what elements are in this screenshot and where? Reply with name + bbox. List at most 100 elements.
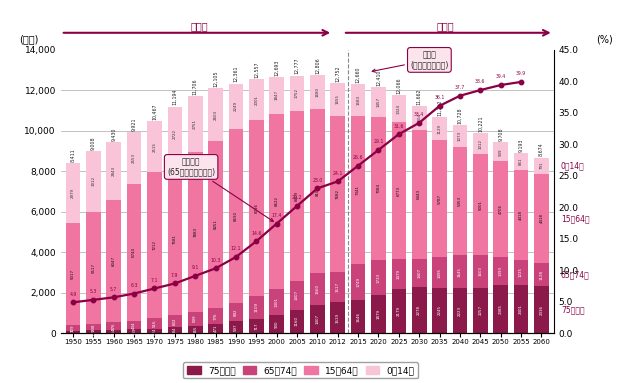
Text: 9,708: 9,708 <box>498 128 503 141</box>
Text: 224: 224 <box>152 327 156 335</box>
Text: 推計値: 推計値 <box>437 21 454 31</box>
Bar <box>452 125 467 147</box>
Bar <box>228 321 243 333</box>
Text: 7.9: 7.9 <box>171 273 179 278</box>
Text: 2257: 2257 <box>478 305 483 315</box>
Text: 8103: 8103 <box>316 186 319 196</box>
Bar <box>392 95 406 122</box>
Text: 6744: 6744 <box>132 247 136 257</box>
Bar <box>514 170 529 260</box>
Bar <box>66 223 81 325</box>
Text: 5.7: 5.7 <box>110 286 117 291</box>
Bar <box>269 114 284 289</box>
Text: 75歳以上: 75歳以上 <box>561 305 584 314</box>
Bar <box>147 318 162 329</box>
Bar <box>330 83 345 116</box>
Bar <box>534 158 548 173</box>
Text: 12,410: 12,410 <box>376 69 381 86</box>
Text: 2249: 2249 <box>234 101 238 111</box>
Bar <box>208 308 223 324</box>
Text: (万人): (万人) <box>19 34 38 44</box>
Text: 1225: 1225 <box>519 267 523 277</box>
Text: 9,193: 9,193 <box>518 138 524 152</box>
Text: 2515: 2515 <box>152 142 156 152</box>
Text: 12,066: 12,066 <box>396 77 401 94</box>
Bar <box>269 77 284 114</box>
Bar <box>412 106 426 130</box>
Bar <box>208 88 223 141</box>
Text: 5.3: 5.3 <box>90 289 97 294</box>
Text: 1519: 1519 <box>336 313 340 323</box>
Bar <box>249 120 264 296</box>
Bar <box>290 310 305 333</box>
Bar <box>127 321 141 329</box>
Text: 4706: 4706 <box>499 204 502 214</box>
Text: 4418: 4418 <box>519 210 523 220</box>
Bar <box>412 259 426 287</box>
Text: 1128: 1128 <box>540 270 543 280</box>
Bar <box>310 273 324 305</box>
Text: 2603: 2603 <box>214 110 218 119</box>
Text: 1600: 1600 <box>478 266 483 276</box>
Text: 4.9: 4.9 <box>69 292 77 297</box>
Bar <box>514 153 529 170</box>
Bar <box>412 287 426 333</box>
Text: 1646: 1646 <box>356 311 360 322</box>
Bar <box>249 79 264 120</box>
Bar <box>269 289 284 315</box>
Bar <box>106 142 121 200</box>
Text: 5353: 5353 <box>458 196 462 206</box>
Text: 8,674: 8,674 <box>539 143 544 156</box>
Text: 2001: 2001 <box>254 95 259 105</box>
Text: 791: 791 <box>540 162 543 169</box>
Text: 38.6: 38.6 <box>475 79 486 84</box>
Text: 602: 602 <box>173 318 177 325</box>
Bar <box>392 289 406 333</box>
Text: 2336: 2336 <box>540 304 543 314</box>
Text: 2278: 2278 <box>417 305 421 315</box>
Bar <box>168 315 182 327</box>
Bar <box>330 303 345 333</box>
Text: 717: 717 <box>254 322 259 330</box>
Text: 189: 189 <box>132 327 136 335</box>
Bar <box>249 296 264 319</box>
Text: 107: 107 <box>71 328 75 336</box>
Text: 139: 139 <box>92 328 95 336</box>
Legend: 75歳以上, 65〜74歳, 15〜64歳, 0〜14歳: 75歳以上, 65〜74歳, 15〜64歳, 0〜14歳 <box>184 362 418 378</box>
Bar <box>86 331 100 333</box>
Bar <box>290 281 305 310</box>
Text: 5017: 5017 <box>71 269 75 279</box>
Bar <box>106 200 121 322</box>
Text: 939: 939 <box>499 148 502 156</box>
Text: 総人口
(棒グラフ上数値): 総人口 (棒グラフ上数値) <box>372 50 449 72</box>
Bar <box>534 286 548 333</box>
Bar <box>493 142 508 162</box>
Text: 776: 776 <box>214 312 218 319</box>
Bar <box>66 331 81 333</box>
Text: 37.7: 37.7 <box>455 85 465 90</box>
Bar <box>106 322 121 330</box>
Text: 11,194: 11,194 <box>172 89 177 105</box>
Text: 7581: 7581 <box>173 234 177 244</box>
Text: 33.4: 33.4 <box>414 112 424 117</box>
Bar <box>330 116 345 272</box>
Text: 12,557: 12,557 <box>254 62 259 78</box>
Bar <box>432 140 447 257</box>
Text: 10,221: 10,221 <box>478 116 483 132</box>
Text: 1012: 1012 <box>478 139 483 149</box>
Text: 900: 900 <box>275 320 278 328</box>
Text: 1479: 1479 <box>397 269 401 279</box>
Text: 31.6: 31.6 <box>394 124 404 129</box>
Text: 1457: 1457 <box>376 97 380 107</box>
Text: 1324: 1324 <box>397 104 401 114</box>
Bar <box>412 130 426 259</box>
Text: 5787: 5787 <box>438 194 442 204</box>
Bar <box>188 312 202 326</box>
Text: 597: 597 <box>234 323 238 331</box>
Text: 10,728: 10,728 <box>458 107 463 124</box>
Bar <box>188 152 202 312</box>
Text: 8,411: 8,411 <box>70 148 76 162</box>
Text: 7883: 7883 <box>193 227 197 237</box>
Bar <box>86 324 100 331</box>
Text: 29.1: 29.1 <box>373 139 383 144</box>
